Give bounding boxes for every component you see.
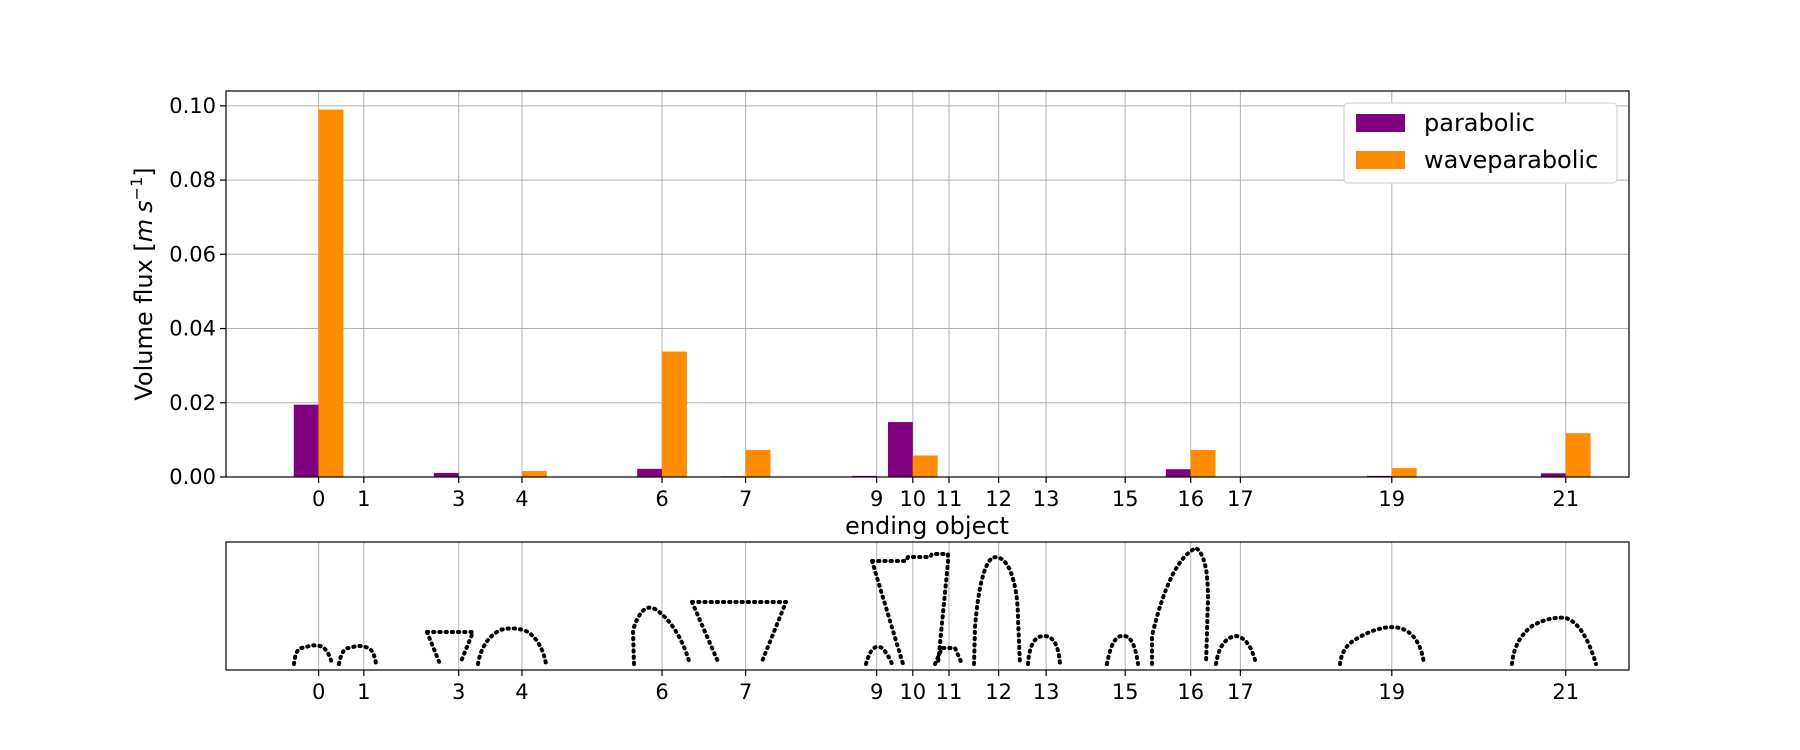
strip-tick-label: 16: [1177, 680, 1204, 704]
shape-17: [1214, 634, 1258, 666]
y-tick-label: 0.02: [169, 391, 216, 415]
strip-tick-label: 15: [1112, 680, 1139, 704]
x-tick-label: 11: [936, 487, 963, 511]
bar-waveparabolic-7: [745, 449, 771, 477]
x-tick-label: 13: [1033, 487, 1060, 511]
strip-tick-labels: 0 1 3 4 6 7 9 10 11 12 13 15 16 17 19 21: [312, 680, 1579, 704]
x-tick-label: 21: [1552, 487, 1579, 511]
bar-parabolic-16: [1165, 469, 1191, 477]
x-tick-label: 3: [452, 487, 465, 511]
strip-tick-label: 0: [312, 680, 325, 704]
x-axis-label: ending object: [845, 512, 1009, 540]
shape-21: [1510, 615, 1598, 666]
x-tick-label: 1: [357, 487, 370, 511]
y-tick-label: 0.06: [169, 242, 216, 266]
x-tick-label: 0: [312, 487, 325, 511]
strip-tick-label: 21: [1552, 680, 1579, 704]
bar-parabolic-10: [887, 422, 913, 477]
strip-tick-label: 9: [870, 680, 883, 704]
bar-waveparabolic-10: [912, 455, 938, 477]
plot-frame: [225, 90, 1630, 478]
y-tick-label: 0.00: [169, 465, 216, 489]
y-tick-labels: 0.00 0.02 0.04 0.06 0.08 0.10: [169, 94, 216, 489]
shape-12: [972, 555, 1022, 666]
strip-tick-label: 7: [739, 680, 752, 704]
x-tick-labels: 0 1 3 4 6 7 9 10 11 12 13 15 16 17 19 21: [312, 487, 1579, 511]
strip-tick-label: 3: [452, 680, 465, 704]
shape-6: [631, 605, 692, 666]
y-tick-label: 0.04: [169, 317, 216, 341]
strip-frame: [225, 541, 1630, 671]
bar-waveparabolic-16: [1190, 449, 1216, 477]
y-tick-label: 0.08: [169, 168, 216, 192]
bar-parabolic-6: [637, 468, 663, 477]
y-axis-label-unit-s: s: [130, 200, 158, 213]
strip-tick-label: 19: [1378, 680, 1405, 704]
x-tick-label: 12: [985, 487, 1012, 511]
legend-swatch-parabolic: [1356, 114, 1405, 132]
strip-tick-label: 6: [655, 680, 668, 704]
shape-4: [476, 626, 548, 666]
strip-tick-label: 17: [1227, 680, 1254, 704]
x-tick-label: 16: [1177, 487, 1204, 511]
bar-parabolic-0: [293, 404, 319, 477]
x-tick-label: 6: [655, 487, 668, 511]
y-tick-label: 0.10: [169, 94, 216, 118]
y-axis-label-unit-m: m: [130, 219, 158, 242]
legend-label-waveparabolic: waveparabolic: [1424, 146, 1598, 174]
bar-waveparabolic-4: [521, 471, 547, 477]
strip-grid-lines: [318, 542, 1567, 676]
bar-parabolic-21: [1540, 473, 1566, 477]
bars: [293, 109, 1591, 478]
legend: parabolic waveparabolic: [1343, 102, 1618, 184]
bar-waveparabolic-21: [1565, 433, 1591, 477]
y-axis-label: Volume flux [ms−1]: [127, 167, 158, 400]
strip-tick-label: 13: [1033, 680, 1060, 704]
bar-parabolic-3: [433, 472, 459, 477]
bar-waveparabolic-19: [1391, 468, 1417, 477]
x-tick-label: 4: [515, 487, 528, 511]
x-tick-label: 15: [1112, 487, 1139, 511]
legend-swatch-waveparabolic: [1356, 151, 1405, 169]
shape-13: [1026, 634, 1062, 666]
shape-15: [1105, 633, 1140, 666]
x-tick-label: 7: [739, 487, 752, 511]
y-axis-label-close: ]: [130, 167, 158, 176]
strip-tick-label: 10: [899, 680, 926, 704]
bar-waveparabolic-6: [662, 351, 687, 477]
x-tick-label: 10: [899, 487, 926, 511]
bar-waveparabolic-0: [318, 109, 344, 478]
shape-10: [870, 552, 950, 666]
legend-box: [1343, 102, 1618, 184]
strip-tick-label: 11: [936, 680, 963, 704]
shape-11: [933, 646, 964, 666]
strip-tick-label: 12: [985, 680, 1012, 704]
x-tick-label: 17: [1227, 487, 1254, 511]
shape-7: [690, 600, 788, 666]
y-axis-label-exponent: −1: [127, 177, 146, 201]
volume-flux-bar-chart: 0 1 3 4 6 7 9 10 11 12 13 15 16 17 19 21 0.000.020.040.…: [127, 90, 1630, 540]
strip-tick-label: 4: [515, 680, 528, 704]
shape-9: [864, 644, 894, 666]
x-tick-label: 9: [870, 487, 883, 511]
shape-19: [1338, 625, 1426, 666]
y-axis-label-text: Volume flux [: [130, 242, 158, 400]
shape-3: [425, 630, 475, 666]
shape-1: [337, 644, 378, 666]
shape-0: [292, 643, 334, 666]
legend-label-parabolic: parabolic: [1424, 109, 1535, 137]
object-shapes: [292, 546, 1598, 666]
shape-16: [1150, 546, 1210, 666]
object-shapes-panel: 0 1 3 4 6 7 9 10 11 12 13 15 16 17 19 21: [225, 541, 1630, 704]
x-tick-label: 19: [1378, 487, 1405, 511]
strip-tick-label: 1: [357, 680, 370, 704]
